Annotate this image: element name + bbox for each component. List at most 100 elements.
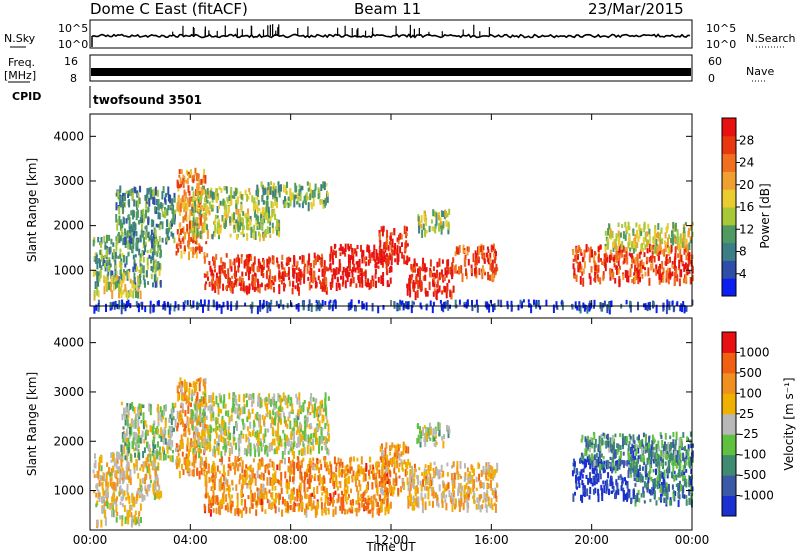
power-cell xyxy=(327,267,329,272)
power-cell xyxy=(119,222,122,231)
power-cell xyxy=(646,256,648,262)
power-cell xyxy=(390,258,393,266)
velocity-cell xyxy=(217,448,220,456)
velocity-cell xyxy=(240,430,243,435)
velocity-cell xyxy=(198,420,201,426)
velocity-cell xyxy=(148,468,151,476)
power-ytick-label: 2000 xyxy=(53,219,84,233)
velocity-cell xyxy=(98,496,101,502)
velocity-cell xyxy=(195,379,198,385)
power-cell xyxy=(157,224,160,228)
power-cell xyxy=(338,283,341,291)
power-cell xyxy=(132,266,135,273)
power-cell xyxy=(306,181,309,186)
power-cell xyxy=(642,303,645,308)
velocity-cell xyxy=(213,474,216,482)
velocity-cell xyxy=(324,494,327,504)
power-cell xyxy=(668,256,671,263)
velocity-cell xyxy=(126,418,129,427)
velocity-cell xyxy=(232,432,235,439)
power-cell xyxy=(223,201,226,210)
power-cell xyxy=(187,171,190,176)
power-cell xyxy=(597,278,600,282)
velocity-cell xyxy=(365,463,368,472)
velocity-cell xyxy=(220,426,223,435)
velocity-cell xyxy=(170,418,173,426)
velocity-cell xyxy=(302,403,305,413)
power-cell xyxy=(387,245,390,250)
power-cell xyxy=(577,262,580,269)
power-cell xyxy=(346,269,349,278)
power-cell xyxy=(377,265,380,269)
power-cell xyxy=(465,272,468,280)
velocity-cell xyxy=(349,470,352,474)
power-cell xyxy=(145,209,147,219)
velocity-cell xyxy=(350,488,352,494)
power-cell xyxy=(220,305,223,314)
power-cell xyxy=(622,245,625,251)
velocity-cell xyxy=(278,406,281,411)
velocity-cell xyxy=(257,432,260,441)
velocity-cell xyxy=(203,460,206,467)
power-cell xyxy=(258,207,261,211)
power-cell xyxy=(232,282,235,288)
power-cell xyxy=(490,274,493,280)
nsky-label: N.Sky xyxy=(4,32,36,45)
velocity-cell xyxy=(259,401,262,409)
velocity-cell xyxy=(97,470,100,480)
velocity-cell xyxy=(327,423,330,432)
power-cell xyxy=(414,291,417,301)
power-cell xyxy=(288,266,290,274)
velocity-cell xyxy=(136,493,138,501)
power-cell xyxy=(156,189,159,197)
velocity-cell xyxy=(145,488,148,494)
nsky-strip: N.Sky 10^5 10^0 10^5 10^0 N.Search xyxy=(4,19,796,51)
velocity-cell xyxy=(347,496,350,501)
velocity-cell xyxy=(336,486,339,491)
velocity-cell xyxy=(121,477,124,481)
power-cell xyxy=(192,206,195,211)
power-cell xyxy=(442,221,445,229)
power-cell xyxy=(294,182,297,188)
power-cell xyxy=(588,302,591,311)
power-cell xyxy=(627,241,630,249)
power-cell xyxy=(577,245,580,253)
velocity-cell xyxy=(215,427,217,434)
velocity-cell xyxy=(385,466,388,474)
velocity-cell xyxy=(133,496,136,501)
power-cell xyxy=(251,281,254,287)
power-cell xyxy=(332,249,335,254)
velocity-cell xyxy=(222,428,225,435)
velocity-cell xyxy=(188,382,191,387)
power-cell xyxy=(152,197,155,205)
power-cell xyxy=(436,288,439,293)
velocity-cell xyxy=(282,429,285,434)
velocity-cell xyxy=(158,484,161,491)
power-cell xyxy=(330,246,333,253)
power-cell xyxy=(626,256,629,265)
velocity-cell xyxy=(210,477,213,482)
velocity-cell xyxy=(194,384,197,393)
power-cell xyxy=(575,248,578,256)
power-cell xyxy=(492,304,495,313)
velocity-cell xyxy=(309,460,312,469)
power-cell xyxy=(589,246,592,254)
power-cell xyxy=(254,272,256,277)
power-cell xyxy=(253,224,256,233)
power-cell xyxy=(678,259,681,269)
power-cell xyxy=(145,194,148,199)
power-cell xyxy=(188,251,190,261)
velocity-cell xyxy=(305,469,308,478)
power-cell xyxy=(269,215,272,221)
power-cell xyxy=(674,222,677,232)
velocity-cell xyxy=(117,466,120,473)
power-cell xyxy=(188,220,191,230)
power-cell xyxy=(208,261,211,266)
velocity-cell xyxy=(385,471,388,480)
velocity-cell xyxy=(236,415,239,419)
velocity-cell xyxy=(221,483,224,490)
power-cell xyxy=(398,303,401,311)
power-cell xyxy=(133,272,136,280)
velocity-cell xyxy=(201,417,204,423)
power-cell xyxy=(292,268,295,277)
